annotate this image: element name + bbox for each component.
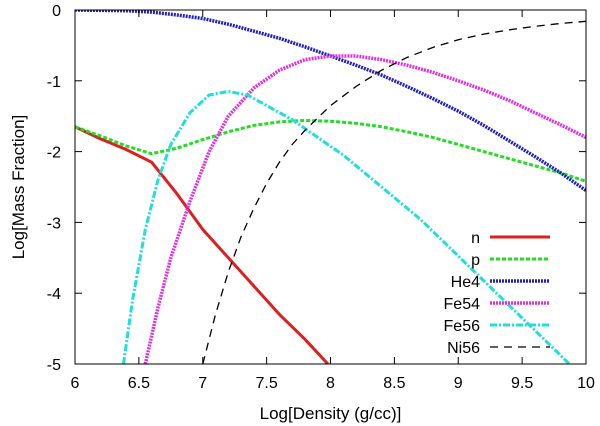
y-tick-label: 0 [52,3,61,20]
series-line-he4 [75,10,586,192]
x-tick-label: 6 [71,375,80,392]
x-tick-label: 9.5 [511,375,533,392]
series-line-fe56 [122,89,571,364]
legend-label-he4: He4 [451,274,480,291]
series-layer [75,10,586,364]
legend-label-fe56: Fe56 [444,318,481,335]
x-tick-label: 10 [577,375,595,392]
legend-label-fe54: Fe54 [444,296,481,313]
y-tick-label: -1 [47,74,61,91]
x-tick-label: 7.5 [256,375,278,392]
ticks-layer: 6 6.5 7 7.5 8 8.5 9 9.5 10 0 -1 -2 -3 -4 -5 [47,3,595,392]
plot-frame [74,9,587,365]
legend: np He4 Fe54 Fe56 Ni56 [444,230,550,357]
x-axis-label: Log[Density (g/cc)] [260,404,402,423]
series-line-p [75,118,586,183]
series-line-fe54 [143,54,586,364]
legend-label-ni56: Ni56 [447,340,480,357]
legend-label-p: p [471,252,480,269]
y-tick-label: -4 [47,286,61,303]
series-line-n [75,125,329,364]
legend-label-n: n [471,230,480,247]
y-tick-label: -2 [47,145,61,162]
y-tick-label: -5 [47,357,61,374]
x-tick-label: 8.5 [383,375,405,392]
y-axis-label: Log[Mass Fraction] [9,115,28,260]
y-tick-label: -3 [47,215,61,232]
x-tick-label: 8 [326,375,335,392]
series-line-ni56 [202,20,586,364]
x-tick-label: 7 [198,375,207,392]
x-tick-label: 9 [454,375,463,392]
x-tick-label: 6.5 [128,375,150,392]
